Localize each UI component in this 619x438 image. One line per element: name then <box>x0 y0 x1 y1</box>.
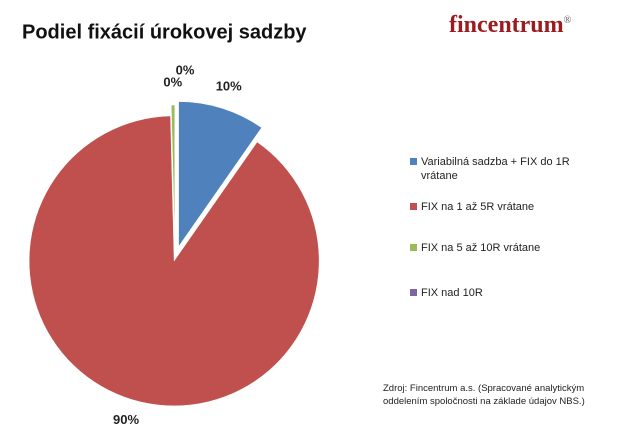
logo-text: fincentrum <box>449 12 564 38</box>
data-label: 90% <box>113 412 139 427</box>
legend-label: FIX nad 10R <box>421 287 483 299</box>
data-label: 10% <box>216 79 242 94</box>
data-label: 0% <box>176 62 195 77</box>
pie-slice <box>28 115 320 407</box>
data-label: 0% <box>163 74 182 89</box>
pie-slice <box>178 101 262 248</box>
legend-swatch <box>410 203 417 210</box>
legend-item: Variabilná sadzba + FIX do 1R vrátane <box>410 155 600 183</box>
source-note: Zdroj: Fincentrum a.s. (Spracované analy… <box>383 383 585 407</box>
legend-label: FIX na 1 až 5R vrátane <box>421 201 535 213</box>
logo: fincentrum® <box>449 12 571 39</box>
legend-label: Variabilná sadzba + FIX do 1R vrátane <box>421 156 570 182</box>
legend-item: FIX nad 10R <box>410 286 600 300</box>
chart-title: Podiel fixácií úrokovej sadzby <box>22 21 307 43</box>
legend-item: FIX na 1 až 5R vrátane <box>410 200 600 214</box>
legend-swatch <box>410 244 417 251</box>
legend-swatch <box>410 158 417 165</box>
legend-swatch <box>410 289 417 296</box>
logo-mark: ® <box>563 15 572 26</box>
legend-label: FIX na 5 až 10R vrátane <box>421 242 541 254</box>
legend-item: FIX na 5 až 10R vrátane <box>410 241 600 255</box>
